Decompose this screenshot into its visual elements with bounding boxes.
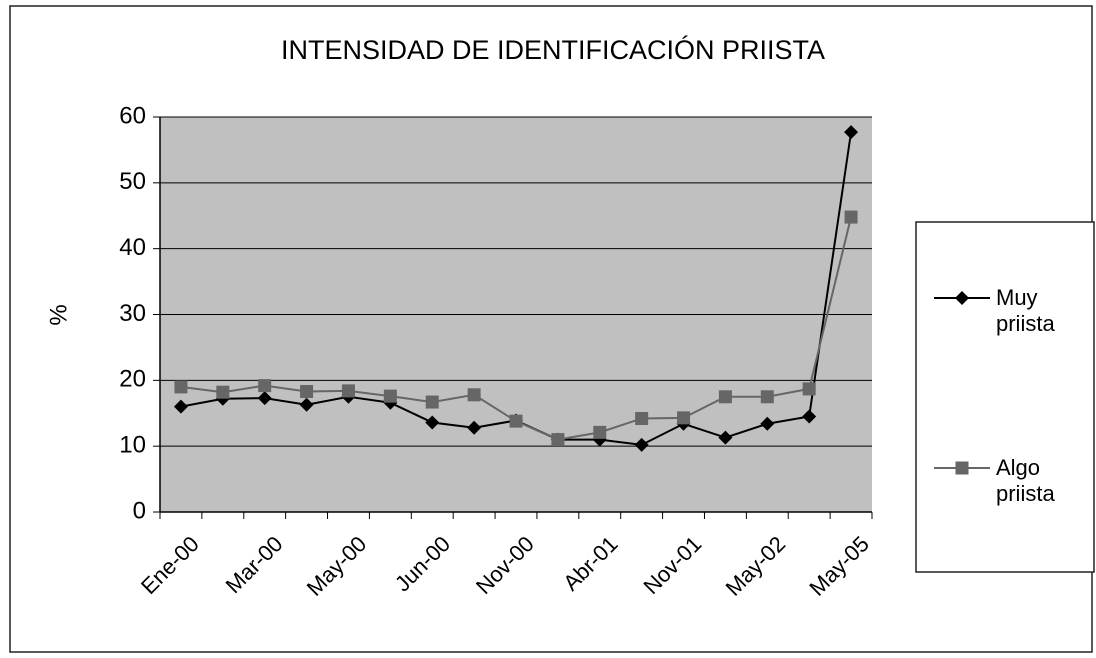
x-tick-label: Ene-00 [136,531,204,599]
data-point [677,411,691,425]
data-point [760,390,774,404]
y-tick-label: 50 [119,168,146,195]
data-point [844,125,859,140]
data-point [300,385,314,399]
x-tick-label: Abr-01 [558,531,622,595]
data-point [634,437,649,452]
data-point [467,420,482,435]
x-tick-label: Nov-01 [639,531,707,599]
legend-marker [955,461,969,475]
data-point [551,433,565,447]
chart-title: INTENSIDAD DE IDENTIFICACIÓN PRIISTA [281,34,825,65]
data-point [718,390,732,404]
x-tick-label: Jun-00 [390,531,455,596]
data-point [425,395,439,409]
y-tick-label: 20 [119,366,146,393]
data-point [216,385,230,399]
x-tick-label: May-05 [804,531,874,601]
data-point [635,412,649,426]
data-point [258,379,272,393]
data-point [383,389,397,403]
y-tick-label: 60 [119,102,146,129]
data-point [341,384,355,398]
legend-label: Muy priista [996,285,1055,336]
x-tick-label: Nov-00 [471,531,539,599]
x-tick-label: Mar-00 [221,531,288,598]
legend-label: Algo priista [996,455,1055,506]
legend-marker [955,291,969,305]
data-point [257,391,272,406]
data-point [509,414,523,428]
legend-box [915,221,1095,573]
data-point [173,399,188,414]
y-tick-label: 40 [119,234,146,261]
data-point [174,380,188,394]
data-point [299,397,314,412]
data-point [802,409,817,424]
y-tick-label: 10 [119,432,146,459]
data-point [718,430,733,445]
data-point [425,415,440,430]
x-tick-label: May-00 [302,531,372,601]
data-point [467,388,481,402]
data-point [802,382,816,396]
x-tick-label: May-02 [721,531,791,601]
y-tick-label: 0 [133,497,146,524]
y-tick-label: 30 [119,300,146,327]
data-point [760,416,775,431]
data-point [844,210,858,224]
y-axis-label: % [45,304,72,325]
data-point [593,425,607,439]
